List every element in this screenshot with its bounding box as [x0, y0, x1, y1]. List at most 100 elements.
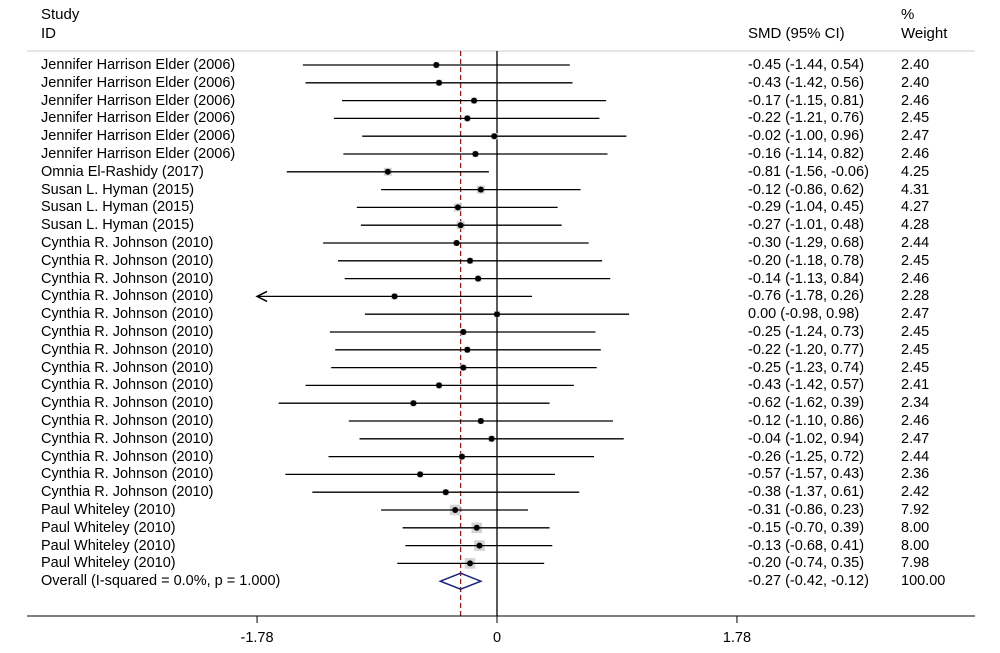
study-ci: -0.31 (-0.86, 0.23) [748, 502, 865, 518]
study-weight: 2.34 [901, 395, 930, 412]
study-label: Cynthia R. Johnson (2010) [41, 413, 214, 429]
study-label: Cynthia R. Johnson (2010) [41, 306, 214, 323]
point-estimate [488, 435, 495, 442]
study-ci: -0.20 (-0.74, 0.35) [748, 555, 865, 572]
point-estimate [467, 257, 474, 264]
point-estimate [471, 97, 478, 104]
study-ci: -0.27 (-1.01, 0.48) [748, 217, 865, 234]
study-ci: -0.57 (-1.57, 0.43) [748, 466, 865, 483]
study-label: Cynthia R. Johnson (2010) [41, 395, 214, 412]
study-ci: -0.22 (-1.21, 0.76) [748, 110, 865, 127]
point-estimate [477, 418, 484, 424]
study-label: Paul Whiteley (2010) [41, 555, 176, 572]
study-header-line1: Study [41, 6, 80, 23]
study-weight: 2.45 [901, 324, 930, 340]
study-label: Jennifer Harrison Elder (2006) [41, 74, 236, 91]
study-label: Cynthia R. Johnson (2010) [41, 252, 214, 269]
point-estimate [467, 560, 474, 567]
weight-header-line1: % [901, 6, 915, 23]
point-estimate [384, 168, 391, 175]
study-label: Cynthia R. Johnson (2010) [41, 484, 214, 501]
study-ci: -0.02 (-1.00, 0.96) [748, 128, 865, 145]
study-label: Jennifer Harrison Elder (2006) [41, 110, 236, 127]
study-weight: 2.46 [901, 146, 930, 162]
study-ci: -0.12 (-0.86, 0.62) [748, 181, 865, 198]
study-label: Cynthia R. Johnson (2010) [41, 270, 214, 287]
study-ci: -0.15 (-0.70, 0.39) [748, 519, 865, 536]
study-ci: -0.30 (-1.29, 0.68) [748, 235, 865, 251]
study-ci: 0.00 (-0.98, 0.98) [748, 306, 860, 323]
study-label: Jennifer Harrison Elder (2006) [41, 92, 236, 109]
study-weight: 2.45 [901, 252, 930, 269]
point-estimate [458, 453, 465, 460]
study-label: Cynthia R. Johnson (2010) [41, 341, 214, 358]
study-weight: 2.45 [901, 341, 930, 358]
weight-header-line2: Weight [901, 25, 948, 42]
study-label: Susan L. Hyman (2015) [41, 181, 195, 198]
study-weight: 8.00 [901, 537, 930, 554]
study-label: Cynthia R. Johnson (2010) [41, 466, 214, 483]
study-ci: -0.13 (-0.68, 0.41) [748, 537, 865, 554]
study-label: Susan L. Hyman (2015) [41, 217, 195, 234]
point-estimate [452, 507, 459, 513]
study-ci: -0.20 (-1.18, 0.78) [748, 252, 865, 269]
study-weight: 2.47 [901, 430, 930, 447]
study-ci: -0.43 (-1.42, 0.56) [748, 74, 865, 91]
study-weight: 4.25 [901, 163, 930, 180]
overall-label: Overall (I-squared = 0.0%, p = 1.000) [41, 573, 281, 590]
point-estimate [457, 222, 464, 229]
study-ci: -0.16 (-1.14, 0.82) [748, 146, 865, 162]
study-label: Cynthia R. Johnson (2010) [41, 235, 214, 251]
study-ci: -0.45 (-1.44, 0.54) [748, 57, 865, 73]
study-ci: -0.14 (-1.13, 0.84) [748, 270, 865, 287]
point-estimate [391, 293, 398, 300]
study-ci: -0.25 (-1.24, 0.73) [748, 324, 865, 340]
study-label: Cynthia R. Johnson (2010) [41, 288, 214, 305]
study-weight: 2.40 [901, 57, 930, 73]
study-weight: 2.46 [901, 270, 930, 287]
ci-truncation-arrow [255, 290, 268, 303]
study-ci: -0.43 (-1.42, 0.57) [748, 377, 865, 394]
overall-diamond [438, 572, 483, 591]
study-weight: 4.27 [901, 199, 930, 216]
point-estimate [433, 62, 440, 68]
overall-weight: 100.00 [901, 573, 946, 590]
point-estimate [454, 204, 461, 211]
study-ci: -0.17 (-1.15, 0.81) [748, 92, 865, 109]
study-ci: -0.04 (-1.02, 0.94) [748, 430, 865, 447]
study-ci: -0.81 (-1.56, -0.06) [748, 163, 869, 180]
point-estimate [494, 311, 500, 318]
study-weight: 2.47 [901, 128, 930, 145]
point-estimate [475, 275, 482, 282]
study-weight: 8.00 [901, 519, 930, 536]
study-label: Cynthia R. Johnson (2010) [41, 324, 214, 340]
study-ci: -0.38 (-1.37, 0.61) [748, 484, 865, 501]
point-estimate [460, 329, 467, 335]
study-weight: 4.28 [901, 217, 930, 234]
point-estimate [453, 240, 460, 246]
study-label: Paul Whiteley (2010) [41, 537, 176, 554]
point-estimate [473, 524, 480, 531]
study-label: Cynthia R. Johnson (2010) [41, 377, 214, 394]
study-label: Jennifer Harrison Elder (2006) [41, 128, 236, 145]
point-estimate [464, 346, 471, 353]
study-weight: 2.41 [901, 377, 930, 394]
study-label: Paul Whiteley (2010) [41, 519, 176, 536]
study-weight: 2.47 [901, 306, 930, 323]
study-ci: -0.76 (-1.78, 0.26) [748, 288, 865, 305]
study-ci: -0.62 (-1.62, 0.39) [748, 395, 865, 412]
smd-header: SMD (95% CI) [748, 25, 845, 42]
study-weight: 2.46 [901, 413, 930, 429]
point-estimate [460, 364, 467, 371]
overall-ci: -0.27 (-0.42, -0.12) [748, 573, 869, 590]
study-label: Cynthia R. Johnson (2010) [41, 359, 214, 376]
study-weight: 2.44 [901, 235, 930, 251]
study-weight: 2.42 [901, 484, 930, 501]
point-estimate [472, 151, 479, 157]
study-label: Cynthia R. Johnson (2010) [41, 448, 214, 465]
study-header-line2: ID [41, 25, 56, 42]
study-weight: 2.45 [901, 359, 930, 376]
study-weight: 2.46 [901, 92, 930, 109]
study-ci: -0.22 (-1.20, 0.77) [748, 341, 865, 358]
study-weight: 2.45 [901, 110, 930, 127]
